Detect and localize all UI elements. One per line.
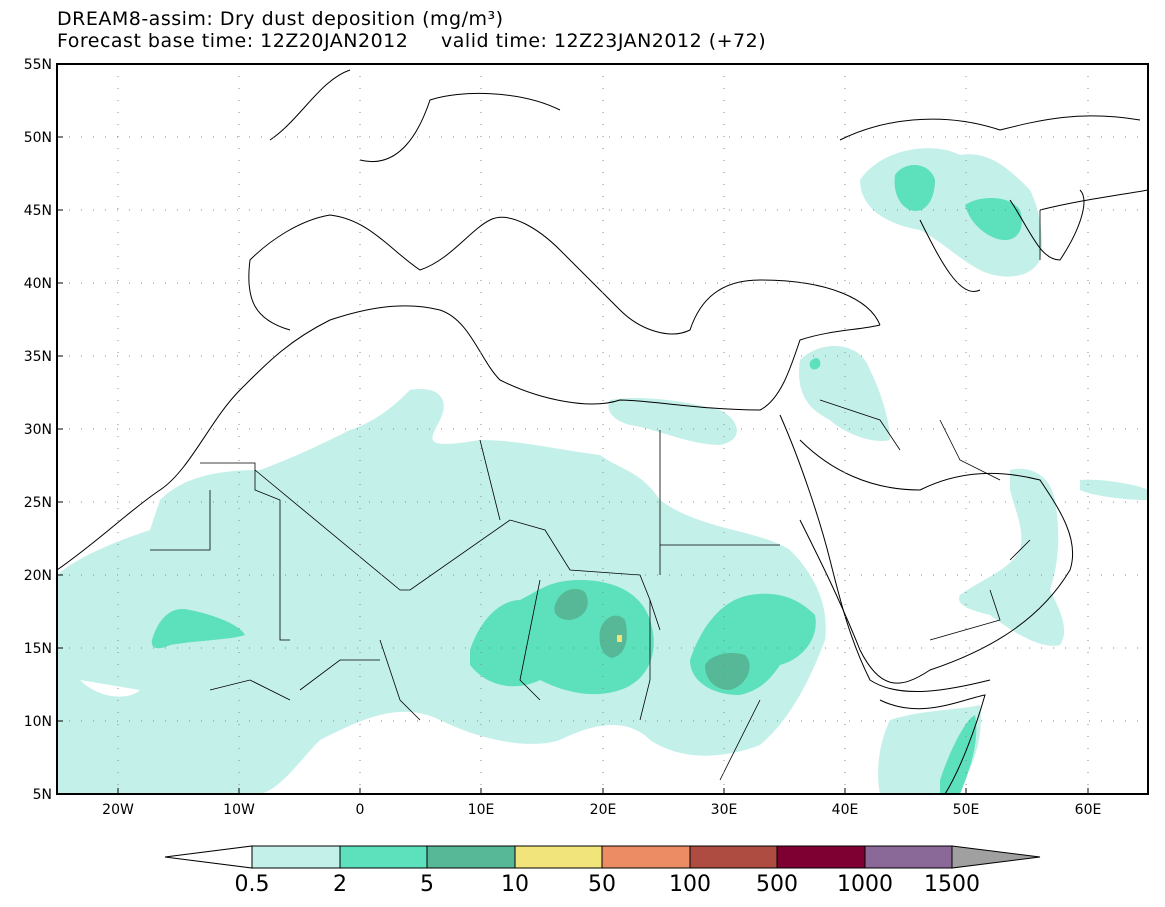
dust-level-10 <box>617 635 622 642</box>
lat-label: 15N <box>24 641 52 657</box>
colorbar-swatch <box>601 845 691 869</box>
lat-label: 10N <box>24 714 52 730</box>
lat-label: 50N <box>24 130 52 146</box>
lat-label: 25N <box>24 495 52 511</box>
colorbar-swatch <box>514 845 603 869</box>
lat-label: 5N <box>33 787 52 803</box>
lon-label: 0 <box>356 802 365 818</box>
colorbar-label: 1000 <box>837 872 893 897</box>
lat-label: 55N <box>24 57 52 73</box>
tick-marks <box>57 63 1089 795</box>
base-time: Forecast base time: 12Z20JAN2012 <box>57 30 409 52</box>
colorbar-label: 5 <box>420 872 434 897</box>
lon-label: 60E <box>1075 802 1102 818</box>
colorbar-swatch <box>689 845 778 869</box>
coastlines <box>57 69 1148 794</box>
colorbar-left-triangle-icon <box>164 845 253 869</box>
lon-label: 10E <box>468 802 495 818</box>
lon-label: 20E <box>590 802 617 818</box>
colorbar-swatch <box>251 845 341 869</box>
colorbar-label: 100 <box>669 872 711 897</box>
lon-label: 30E <box>711 802 738 818</box>
country-borders <box>150 210 1041 781</box>
latitude-labels: 5N 10N 15N 20N 25N 30N 35N 40N 45N 50N 5… <box>24 57 52 803</box>
lat-label: 35N <box>24 349 52 365</box>
lat-label: 30N <box>24 422 52 438</box>
colorbar-labels: 0.5 2 5 10 50 100 500 1000 1500 <box>235 872 981 897</box>
colorbar-swatch <box>426 845 516 869</box>
lon-label: 50E <box>953 802 980 818</box>
dust-level-2 <box>151 164 1022 794</box>
dust-level-5 <box>554 588 750 690</box>
lon-label: 10W <box>223 802 255 818</box>
colorbar-swatch <box>339 845 428 869</box>
lon-label: 40E <box>832 802 859 818</box>
lat-label: 45N <box>24 203 52 219</box>
colorbar-label: 50 <box>588 872 616 897</box>
colorbar-label: 2 <box>333 872 347 897</box>
colorbar-label: 1500 <box>924 872 980 897</box>
colorbar-label: 0.5 <box>235 872 270 897</box>
map-title: DREAM8-assim: Dry dust deposition (mg/m³… <box>57 8 504 30</box>
map-subtitle: Forecast base time: 12Z20JAN2012 valid t… <box>57 31 766 51</box>
colorbar-label: 500 <box>756 872 798 897</box>
dust-level-0.5 <box>57 148 1148 794</box>
colorbar-label: 10 <box>501 872 529 897</box>
colorbar <box>164 845 1041 869</box>
lon-label: 20W <box>102 802 134 818</box>
colorbar-swatch <box>776 845 866 869</box>
dust-deposition-shading <box>57 148 1148 794</box>
colorbar-right-triangle-icon <box>951 845 1041 869</box>
lat-label: 20N <box>24 568 52 584</box>
valid-time: valid time: 12Z23JAN2012 (+72) <box>441 30 767 52</box>
colorbar-swatch <box>864 845 953 869</box>
longitude-labels: 20W 10W 0 10E 20E 30E 40E 50E 60E <box>102 802 1101 818</box>
lat-label: 40N <box>24 276 52 292</box>
